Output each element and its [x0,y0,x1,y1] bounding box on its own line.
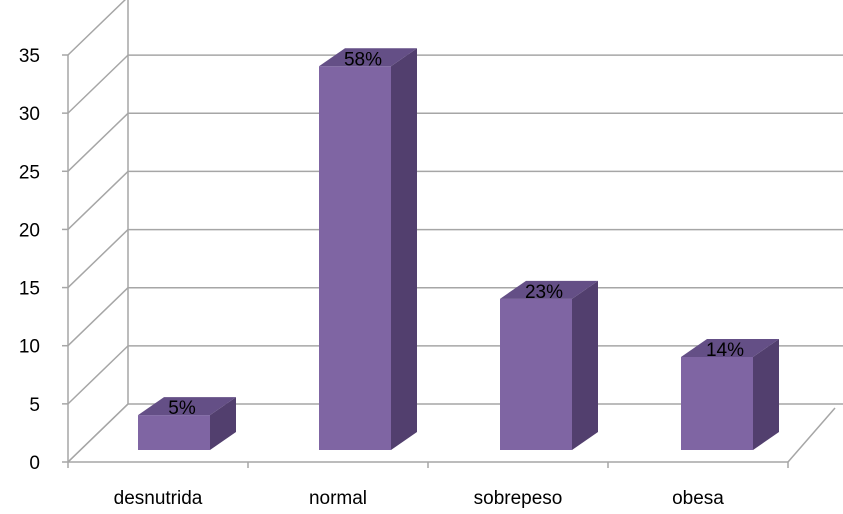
gridline-wall [67,54,129,114]
y-tick-label: 5 [29,395,40,416]
gridline-wall [67,287,129,347]
bar-top [500,280,598,299]
y-tick-label: 0 [29,453,40,474]
category-label: desnutrida [114,488,203,509]
bar-top [681,338,779,357]
floor-right-edge [787,407,836,463]
gridline-wall [67,170,129,230]
gridline-wall [67,345,129,405]
bar [681,338,779,450]
x-axis-category-labels: desnutrida normal sobrepeso obesa [114,488,725,509]
data-label: 14% [706,340,744,361]
bar-front [138,415,210,450]
y-tick-label: 25 [19,162,40,183]
bar [138,397,236,450]
data-label: 58% [344,49,382,70]
y-tick-label: 30 [19,104,40,125]
category-label: sobrepeso [474,488,563,509]
y-tick-label: 15 [19,279,40,300]
bar-side [210,397,236,450]
y-tick-label: 10 [19,337,40,358]
gridline-wall [67,112,129,172]
bar-side [753,338,779,450]
bar-top [138,397,236,416]
bar-front [500,298,572,450]
y-tick-label: 35 [19,46,40,67]
gridline-wall [67,0,126,56]
axes [62,0,789,468]
gridlines [67,0,843,463]
y-tick-label: 20 [19,220,40,241]
bar [500,280,598,450]
bars [138,48,779,450]
bar-front [319,66,391,450]
data-label: 5% [168,398,196,419]
data-label: 23% [525,282,563,303]
bar-top [319,48,417,67]
gridline-wall [67,229,129,289]
bar-front [681,356,753,450]
data-labels: 5% 58% 23% 14% [168,49,744,419]
bar-side [391,48,417,450]
y-axis-tick-labels: 0 5 10 15 20 25 30 35 [19,46,40,474]
bar [319,48,417,450]
bar-side [572,280,598,450]
category-label: normal [309,488,367,509]
category-label: obesa [672,488,724,509]
